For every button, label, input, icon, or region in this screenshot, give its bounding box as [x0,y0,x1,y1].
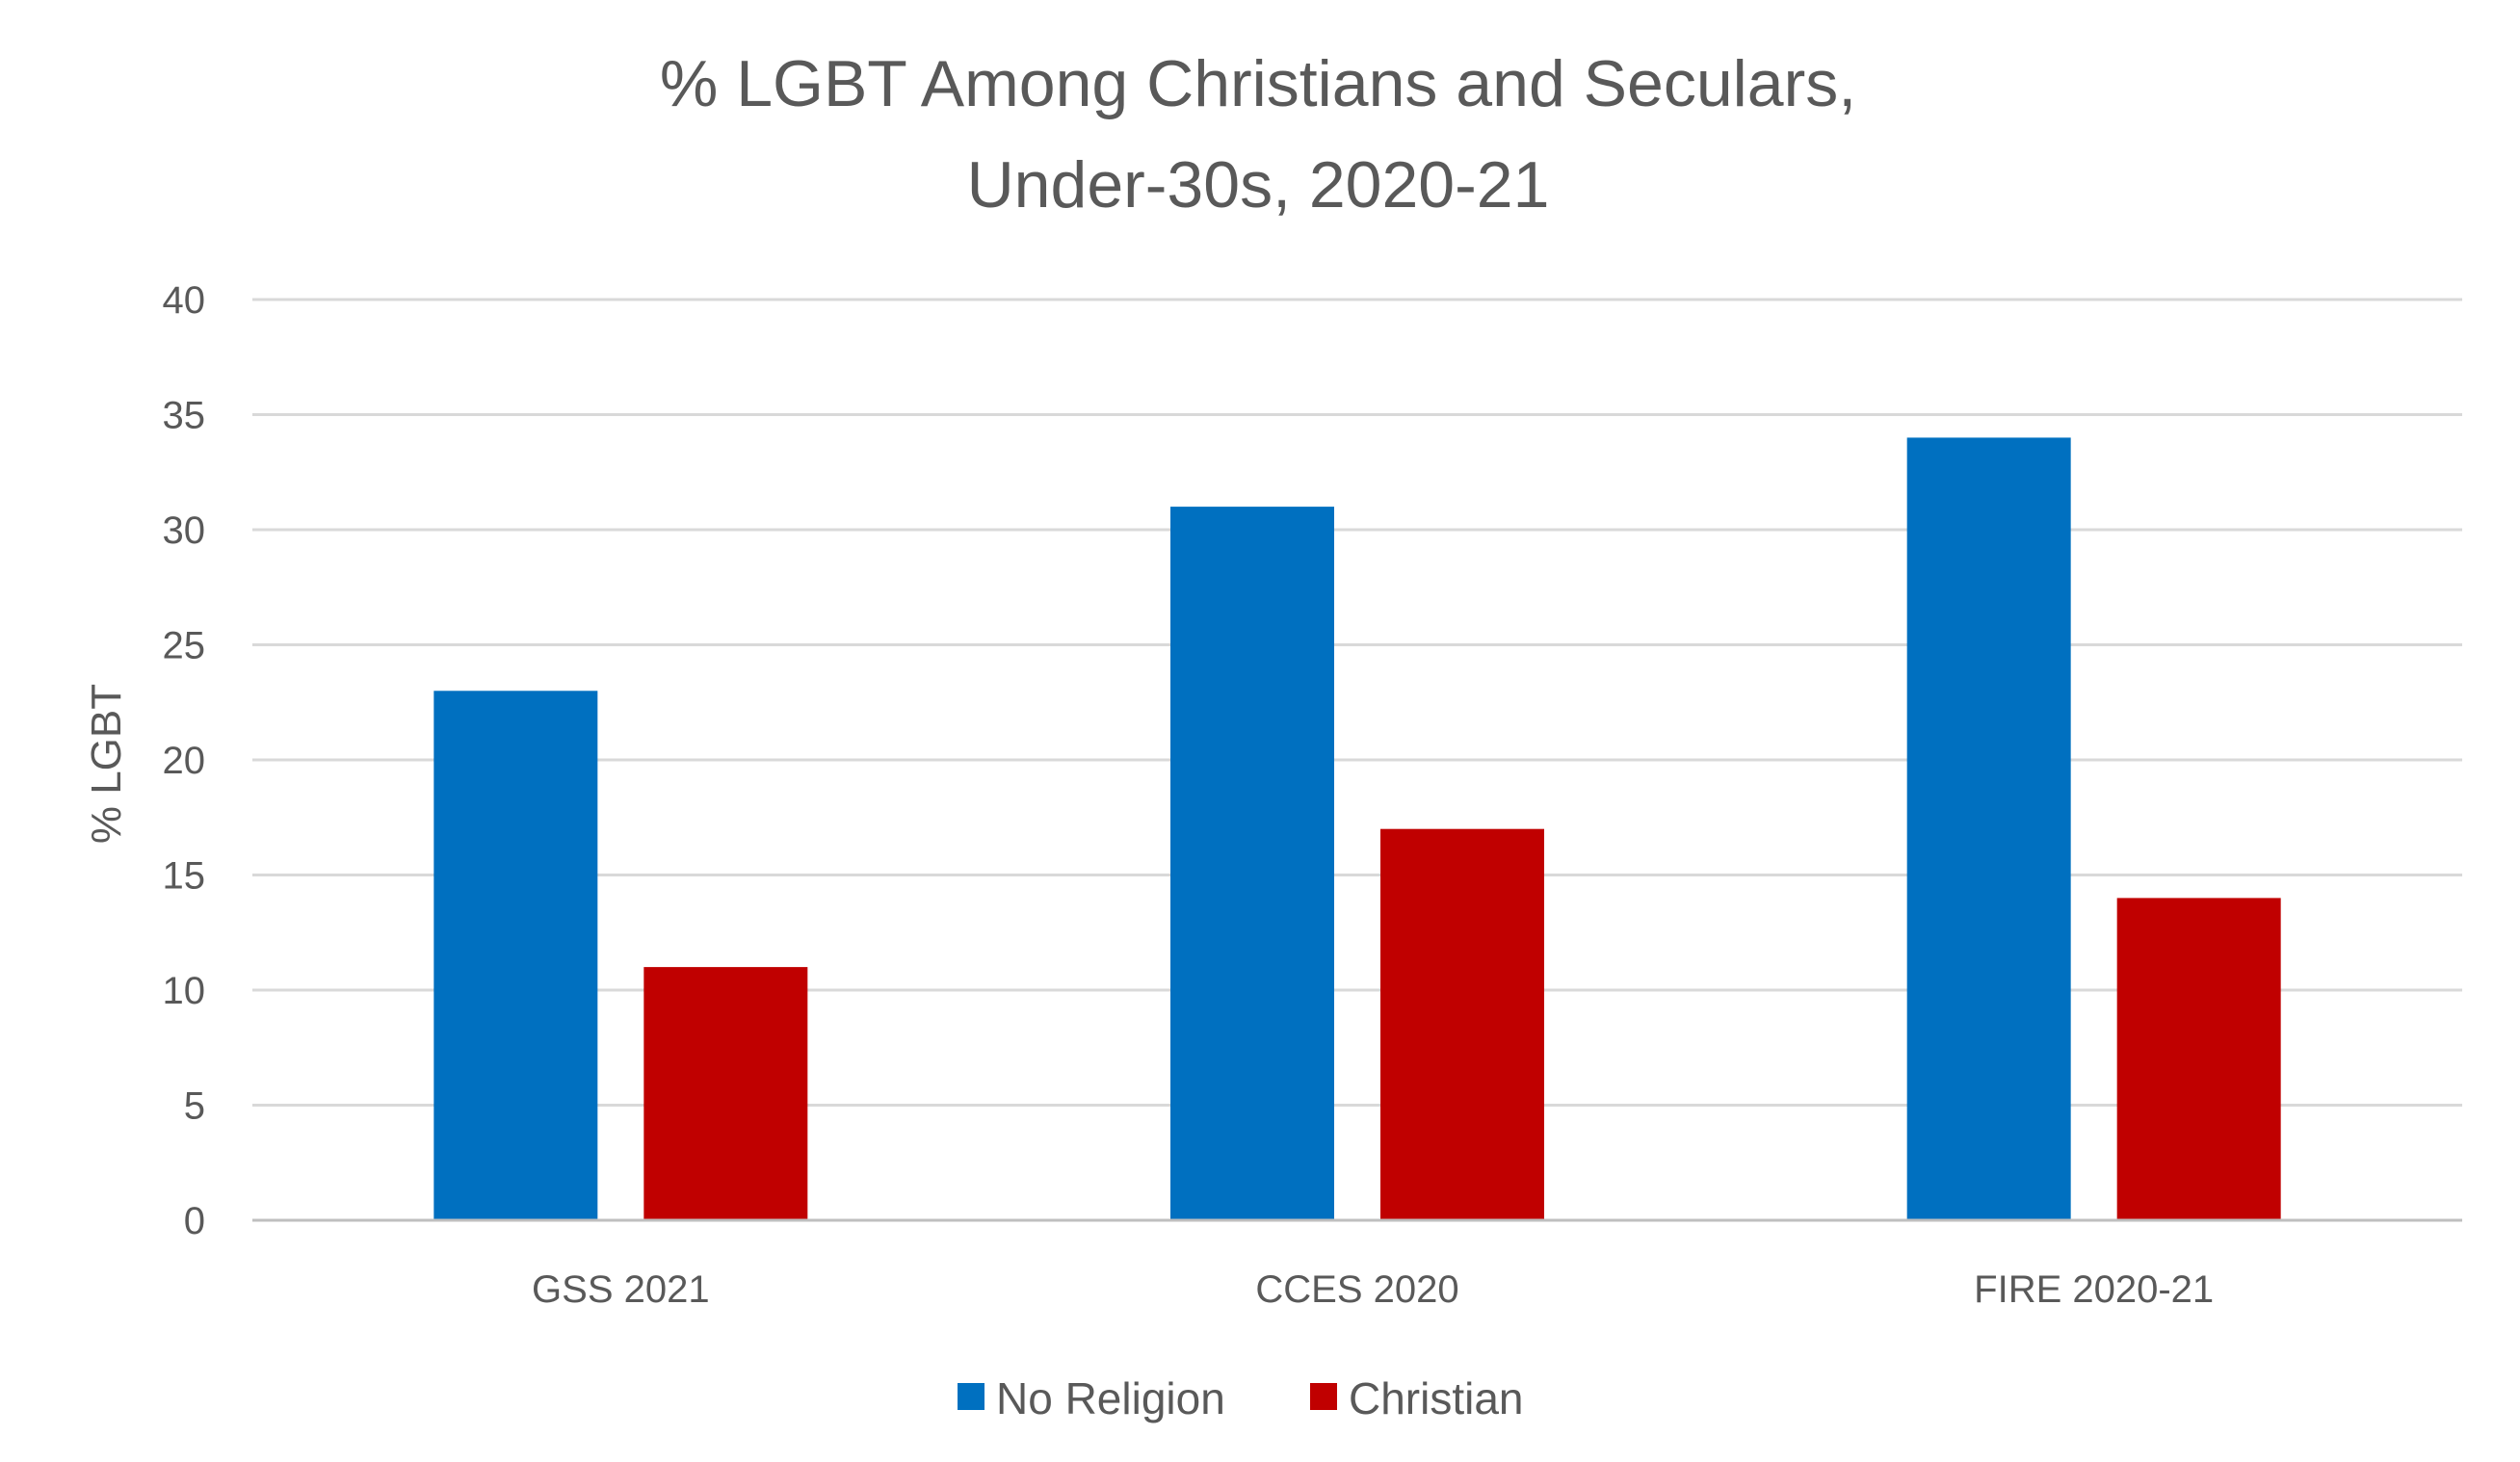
chart-title-line-1: % LGBT Among Christians and Seculars, [660,47,1856,120]
chart-title-line-2: Under-30s, 2020-21 [967,148,1550,222]
y-axis-ticks: 0 5 10 15 20 25 30 35 40 [163,279,206,1242]
bar-no-religion-3 [1906,437,2071,1220]
bars [433,437,2281,1220]
gridlines [252,298,2462,1107]
legend-label: No Religion [996,1373,1225,1423]
x-tick-label: CCES 2020 [1255,1268,1458,1311]
legend-swatch-no-religion [958,1383,984,1410]
y-tick-label: 35 [163,395,206,437]
y-axis-title: % LGBT [83,684,130,844]
bar-christian-2 [1380,828,1544,1220]
y-tick-label: 0 [184,1200,205,1242]
y-tick-label: 40 [163,279,206,322]
x-axis-ticks: GSS 2021 CCES 2020 FIRE 2020-21 [532,1268,2214,1311]
bar-no-religion-1 [433,691,598,1220]
legend-label: Christian [1349,1373,1524,1423]
y-tick-label: 10 [163,970,206,1012]
y-tick-label: 30 [163,509,206,552]
y-tick-label: 15 [163,855,206,898]
bar-no-religion-2 [1170,507,1334,1220]
bar-christian-1 [643,967,808,1220]
y-tick-label: 20 [163,740,206,782]
legend-swatch-christian [1310,1383,1337,1410]
y-tick-label: 25 [163,625,206,667]
x-tick-label: FIRE 2020-21 [1974,1268,2214,1311]
y-tick-label: 5 [184,1085,205,1128]
x-tick-label: GSS 2021 [532,1268,710,1311]
bar-christian-3 [2116,898,2281,1220]
legend: No Religion Christian [958,1373,1524,1423]
